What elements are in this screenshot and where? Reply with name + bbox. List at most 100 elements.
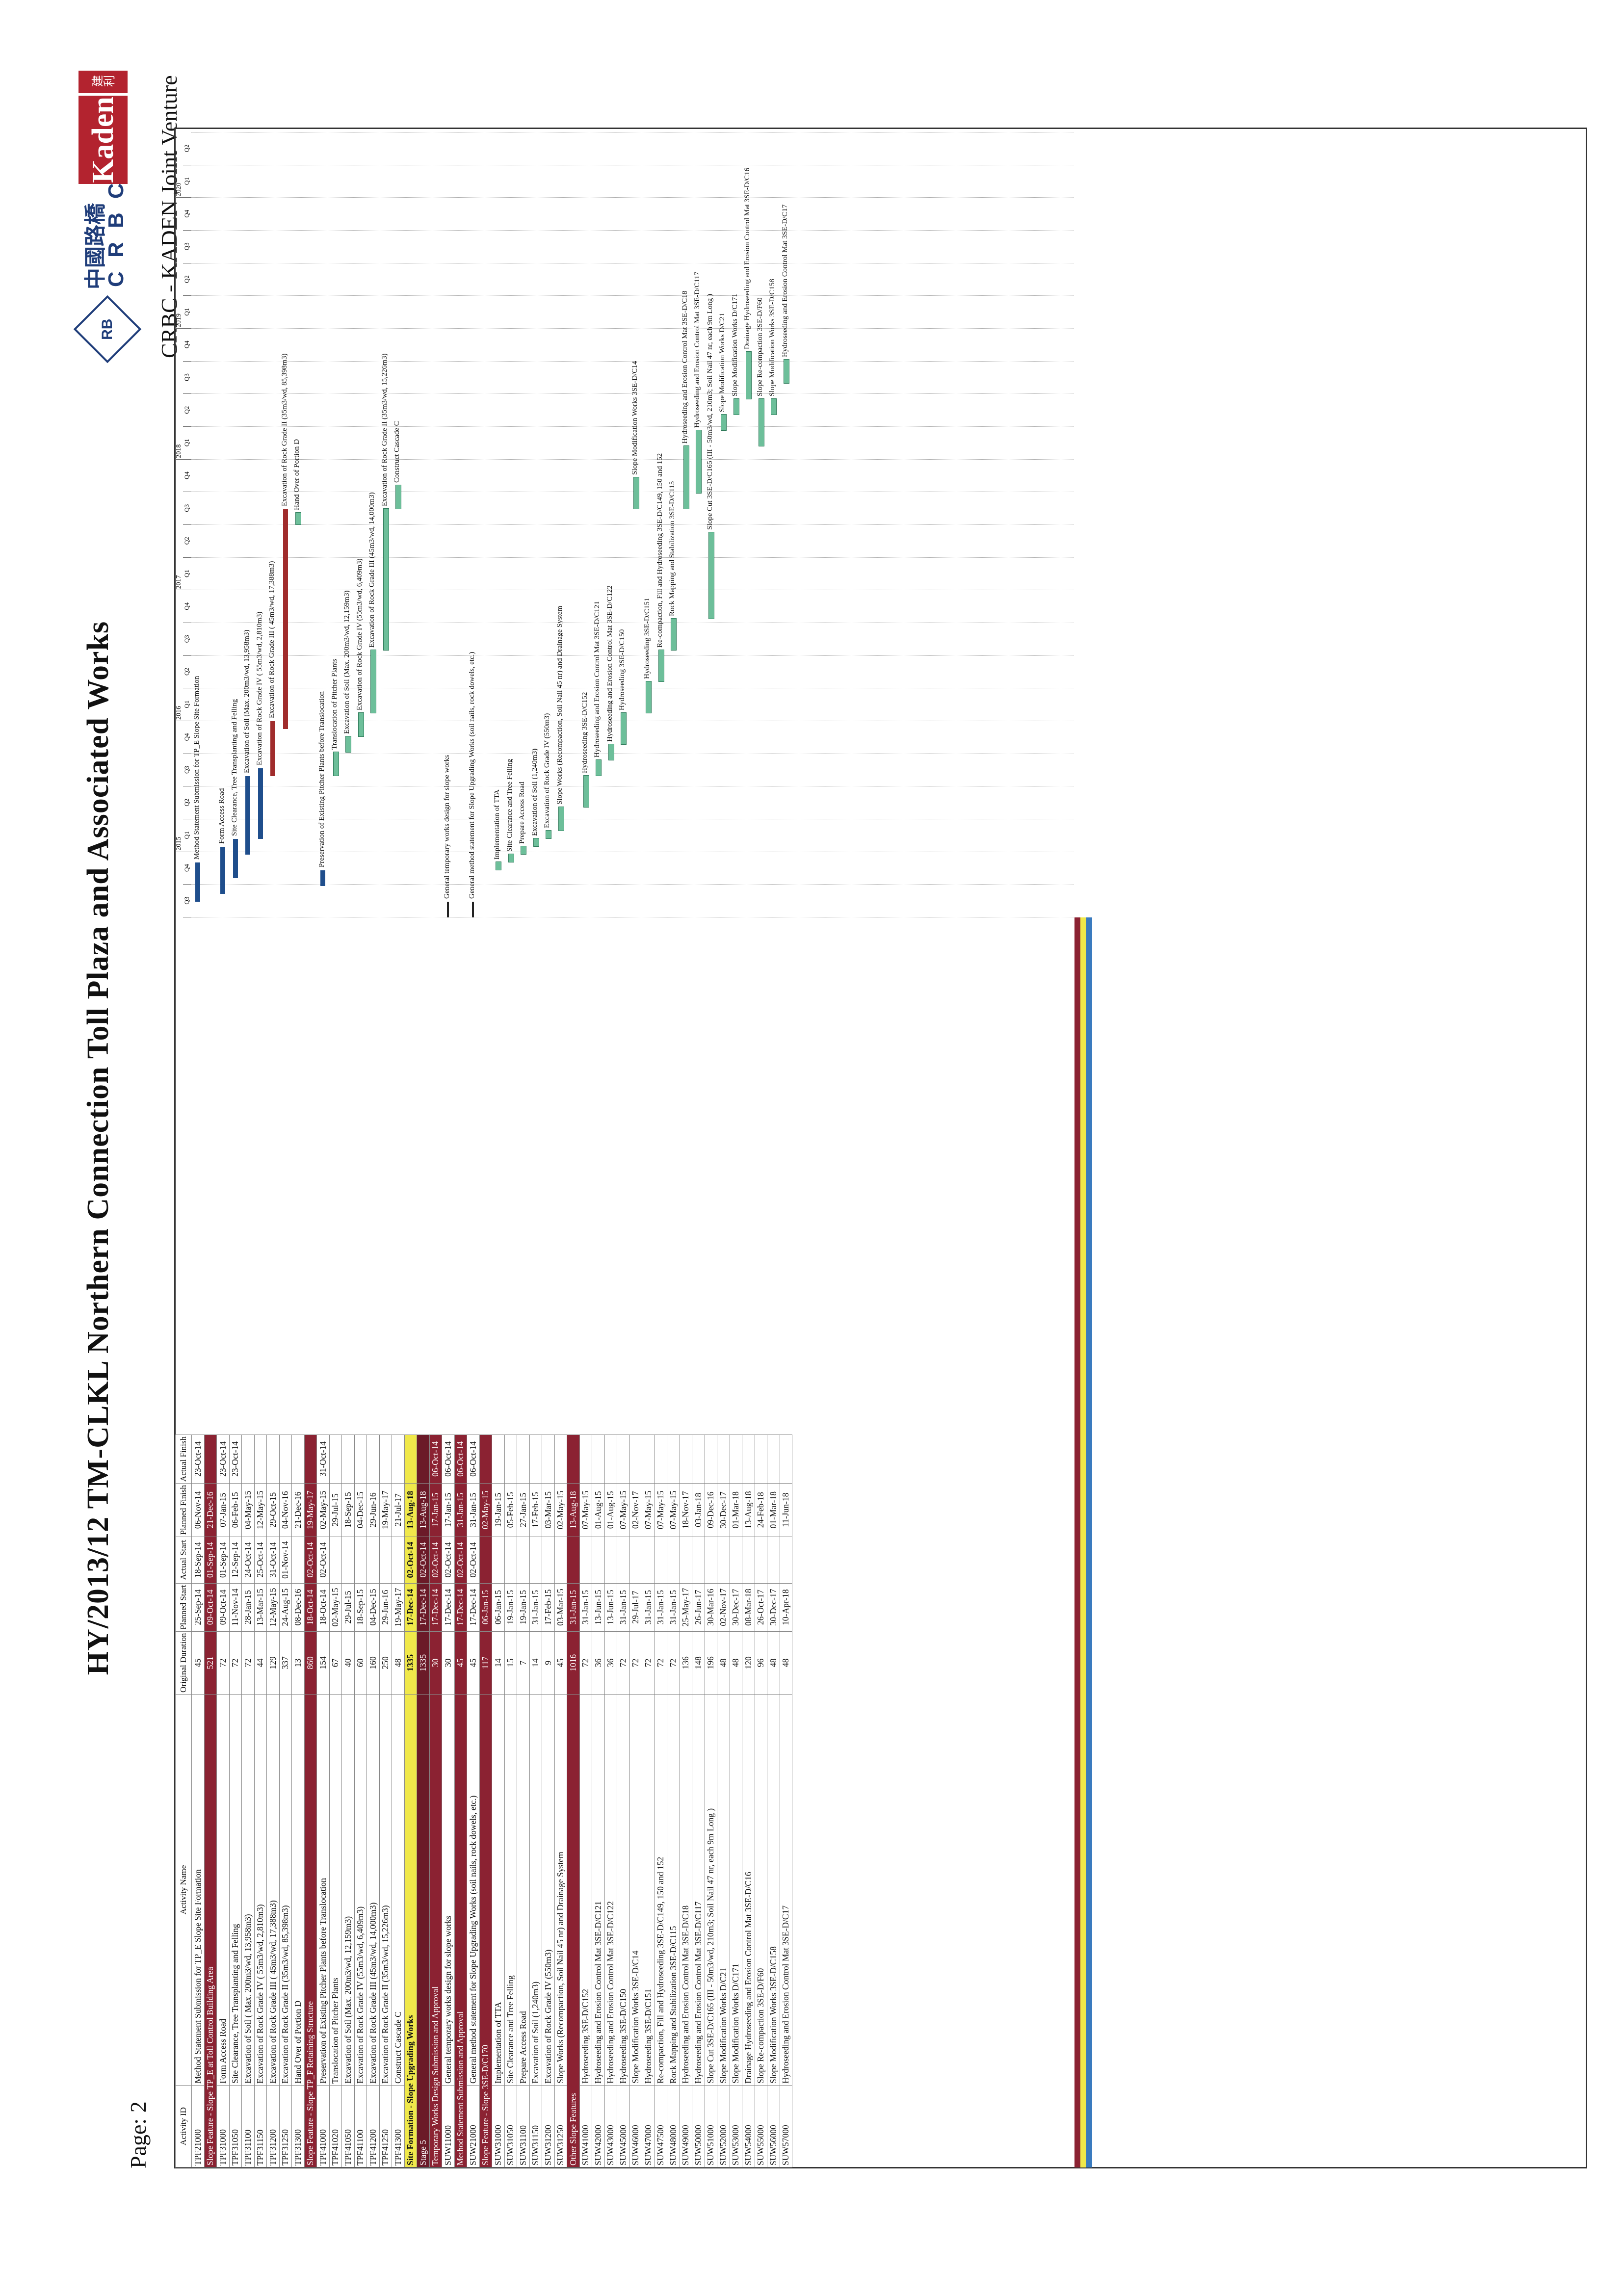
col-planned-finish: Planned Finish (175, 1483, 192, 1537)
table-row: TPF31050 Site Clearance, Tree Transplanti… (229, 1435, 242, 2167)
cell-as: 02-Oct-14 (442, 1537, 454, 1584)
table-row: SUW55000 Slope Re-compaction 3SE-D/F60 96 2… (755, 1435, 767, 2167)
cell-id: TPF31250 (279, 2085, 292, 2167)
cell-af: 31-Oct-14 (316, 1435, 329, 1484)
gantt-bar-label: Implementation of TTA (493, 789, 501, 860)
cell-as (504, 1537, 517, 1584)
cell-af (567, 1435, 579, 1484)
gantt-bar-label: Hydroseeding and Erosion Control Mat 3SE… (681, 290, 689, 444)
cell-name: Method Statement Submission for TP_E Slo… (191, 1694, 204, 2086)
cell-as (780, 1537, 792, 1584)
table-row: TPF41100 Excavation of Rock Grade IV (55m… (354, 1435, 367, 2167)
cell-dur: 1335 (404, 1631, 417, 1695)
timeline-quarter: Q4 (183, 197, 191, 231)
cell-id: TPF41200 (367, 2085, 379, 2167)
cell-ps: 31-Jan-15 (667, 1583, 680, 1632)
cell-dur: 72 (629, 1631, 642, 1695)
cell-dur: 72 (617, 1631, 629, 1695)
cell-ps: 06-Jan-15 (479, 1583, 492, 1632)
cell-ps: 26-Oct-17 (755, 1583, 767, 1632)
cell-ps: 08-Mar-18 (742, 1583, 755, 1632)
cell-af (642, 1435, 655, 1484)
cell-dur: 14 (492, 1631, 504, 1695)
timeline-quarter: Q1 (183, 426, 191, 460)
section-row: Temporary Works Design Submission and Ap… (429, 1435, 442, 2167)
gantt-bar-label: Excavation of Rock Grade III ( 45m3/wd, … (268, 561, 276, 718)
cell-dur: 40 (341, 1631, 354, 1695)
cell-af (705, 1435, 717, 1484)
cell-dur: 14 (529, 1631, 542, 1695)
cell-af: 23-Oct-14 (191, 1435, 204, 1484)
cell-ps: 09-Oct-14 (216, 1583, 229, 1632)
cell-as: 02-Oct-14 (467, 1537, 479, 1584)
table-row: TPF31150 Excavation of Rock Grade IV ( 55… (254, 1435, 267, 2167)
gantt-bar (646, 681, 652, 713)
cell-id: SUW31050 (504, 2085, 517, 2167)
col-activity-id: Activity ID (175, 2085, 192, 2167)
timeline-quarter: Q4 (183, 590, 191, 623)
gantt-bar (583, 775, 589, 808)
cell-as (579, 1537, 592, 1584)
cell-pf: 21-Dec-16 (204, 1483, 217, 1537)
cell-af (517, 1435, 529, 1484)
cell-ps: 19-Jan-15 (504, 1583, 517, 1632)
gantt-bar (295, 512, 301, 525)
cell-id: TPF21000 (191, 2085, 204, 2167)
cell-ps: 18-Oct-14 (316, 1583, 329, 1632)
gantt-bar (621, 712, 627, 745)
cell-ps: 17-Dec-14 (467, 1583, 479, 1632)
cell-pf: 21-Jul-17 (392, 1483, 404, 1537)
cell-name: Slope Modification Works D/C171 (730, 1694, 742, 2086)
cell-id: SUW31150 (529, 2085, 542, 2167)
gantt-bar (533, 838, 539, 847)
cell-af: 06-Oct-14 (429, 1435, 442, 1484)
cell-af (629, 1435, 642, 1484)
cell-af (767, 1435, 780, 1484)
cell-name: General method statement for Slope Upgra… (467, 1694, 479, 2086)
cell-ps: 18-Sep-15 (354, 1583, 367, 1632)
table-row: TPF41300 Construct Cascade C 48 19-May-17 21… (392, 1435, 404, 2167)
cell-name: Prepare Access Road (517, 1694, 529, 2086)
cell-as (667, 1537, 680, 1584)
cell-ps: 09-Oct-14 (204, 1583, 217, 1632)
cell-id: SUW49000 (680, 2085, 692, 2167)
gantt-bar-label: Excavation of Soil (Max. 200m3/wd, 12,15… (343, 590, 351, 734)
cell-id: SUW50000 (692, 2085, 705, 2167)
cell-af (341, 1435, 354, 1484)
cell-ps: 03-Mar-15 (554, 1583, 567, 1632)
table-row: TPF41000 Preservation of Existing Pitcher… (316, 1435, 329, 2167)
cell-dur: 36 (604, 1631, 617, 1695)
cell-name: Site Clearance, Tree Transplanting and F… (229, 1694, 242, 2086)
cell-ps: 30-Dec-17 (730, 1583, 742, 1632)
cell-pf: 27-Jan-15 (517, 1483, 529, 1537)
cell-as: 02-Oct-14 (454, 1537, 467, 1584)
gantt-bar (333, 752, 339, 776)
table-row: SUW31000 Implementation of TTA 14 06-Jan-15… (492, 1435, 504, 2167)
timeline-quarter: Q3 (183, 753, 191, 787)
cell-name: Excavation of Rock Grade II (35m3/wd, 85… (279, 1694, 292, 2086)
cell-name: Construct Cascade C (392, 1694, 404, 2086)
table-row: SUW31150 Excavation of Soil (1,240m3) 14 31… (529, 1435, 542, 2167)
timeline-quarter: Q2 (183, 786, 191, 819)
cell-id: SUW56000 (767, 2085, 780, 2167)
cell-ps: 11-Nov-14 (229, 1583, 242, 1632)
cell-id: SUW21000 (467, 2085, 479, 2167)
cell-name: Slope Modification Works 3SE-D/C14 (629, 1694, 642, 2086)
cell-dur: 72 (229, 1631, 242, 1695)
table-row: SUW11000 General temporary works design f… (442, 1435, 454, 2167)
timeline-quarter: Q3 (183, 361, 191, 394)
gantt-bar (283, 509, 288, 729)
cell-dur: 72 (667, 1631, 680, 1695)
gantt-timeline-header: Q3 Q4 Q1 Q2 Q3 Q4 Q1 Q2 Q3 Q4 Q1 Q2 Q3 Q4 Q1 Q2 Q3 Q4 Q1 Q2… (175, 65, 191, 917)
cell-as: 02-Oct-14 (429, 1537, 442, 1584)
cell-as: 24-Oct-14 (241, 1537, 254, 1584)
section-row: Method Statement Submission and Approval… (454, 1435, 467, 2167)
gantt-bar-label: Prepare Access Road (518, 782, 526, 844)
table-row: SUW21000 General method statement for Slo… (467, 1435, 479, 2167)
cell-ps: 02-Nov-17 (717, 1583, 730, 1632)
cell-dur: 129 (266, 1631, 279, 1695)
cell-ps: 29-Jul-15 (341, 1583, 354, 1632)
gantt-bar-label: General method statement for Slope Upgra… (468, 652, 476, 899)
gantt-bar-label: Slope Cut 3SE-D/C165 (III - 50m3/wd, 210… (706, 293, 714, 530)
cell-pf: 13-Aug-18 (417, 1483, 429, 1537)
